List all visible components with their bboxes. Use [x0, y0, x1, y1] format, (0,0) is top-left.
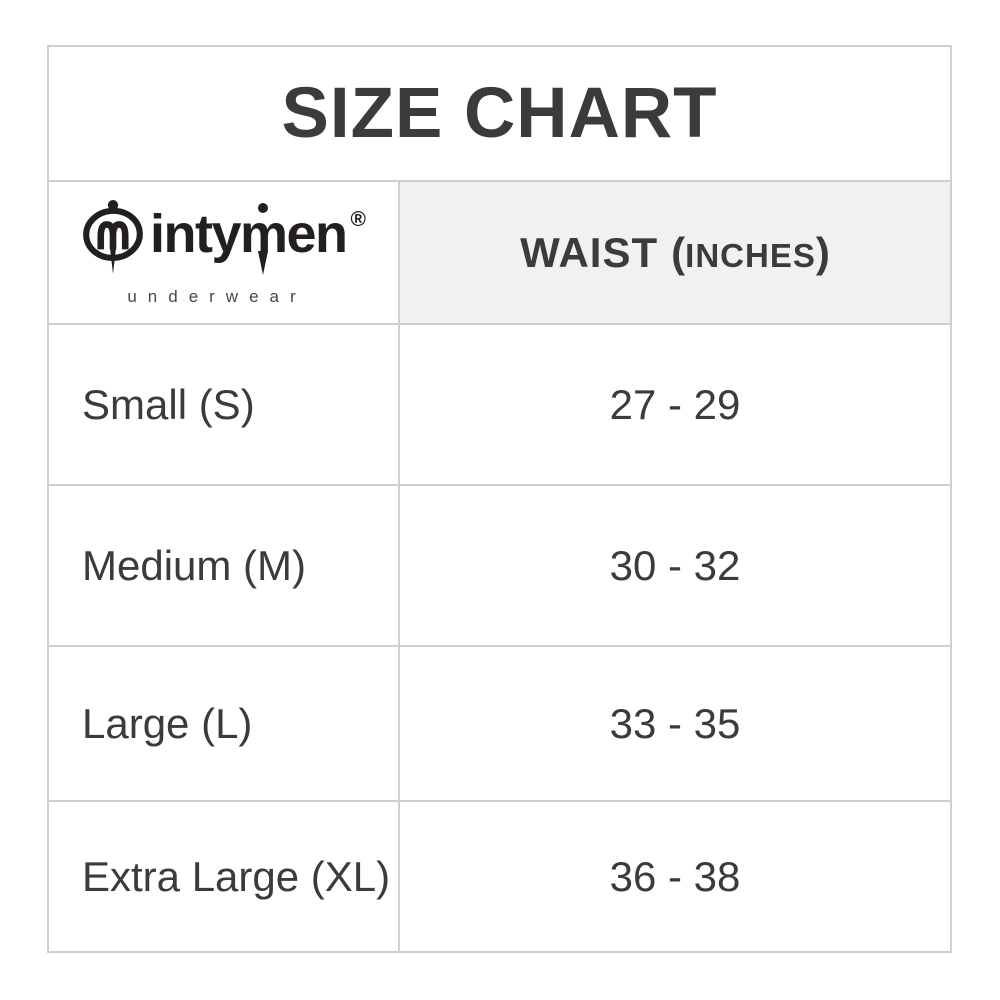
size-label: Small (S)	[82, 380, 255, 428]
page-title: SIZE CHART	[281, 74, 718, 153]
size-chart-table: SIZE CHART intymen ® underwear WAIST (INC…	[47, 45, 952, 953]
waist-value: 36 - 38	[609, 852, 741, 900]
waist-value: 27 - 29	[609, 380, 741, 428]
waist-cell-xl: 36 - 38	[400, 802, 950, 951]
title-row: SIZE CHART	[49, 47, 950, 180]
unit-close-paren: )	[815, 228, 830, 276]
brand-prefix: inty	[149, 204, 242, 264]
waist-unit-label: INCHES	[685, 236, 816, 274]
waist-column-label: WAIST	[520, 228, 659, 276]
brand-stylized-m: m	[239, 204, 288, 264]
waist-unit-group: (INCHES)	[671, 229, 830, 277]
brand-tagline: underwear	[127, 287, 307, 306]
size-cell-medium: Medium (M)	[49, 486, 398, 645]
registered-trademark-icon: ®	[350, 208, 367, 231]
waist-cell-large: 33 - 35	[400, 647, 950, 800]
size-cell-small: Small (S)	[49, 325, 398, 484]
intymen-monogram-icon	[83, 200, 143, 274]
unit-open-paren: (	[671, 228, 686, 276]
size-label: Medium (M)	[82, 541, 307, 589]
waist-cell-small: 27 - 29	[400, 325, 950, 484]
waist-value: 33 - 35	[609, 699, 741, 747]
waist-cell-medium: 30 - 32	[400, 486, 950, 645]
brand-suffix: en	[286, 204, 349, 264]
waist-value: 30 - 32	[609, 541, 741, 589]
waist-header-cell: WAIST (INCHES)	[400, 182, 950, 323]
intymen-logo: intymen ®	[81, 198, 366, 282]
size-cell-large: Large (L)	[49, 647, 398, 800]
size-label: Large (L)	[82, 699, 253, 747]
size-label: Extra Large (XL)	[82, 852, 391, 900]
brand-cell: intymen ® underwear	[49, 182, 398, 323]
size-cell-xl: Extra Large (XL)	[49, 802, 398, 951]
brand-wordmark: intymen ®	[150, 207, 366, 261]
